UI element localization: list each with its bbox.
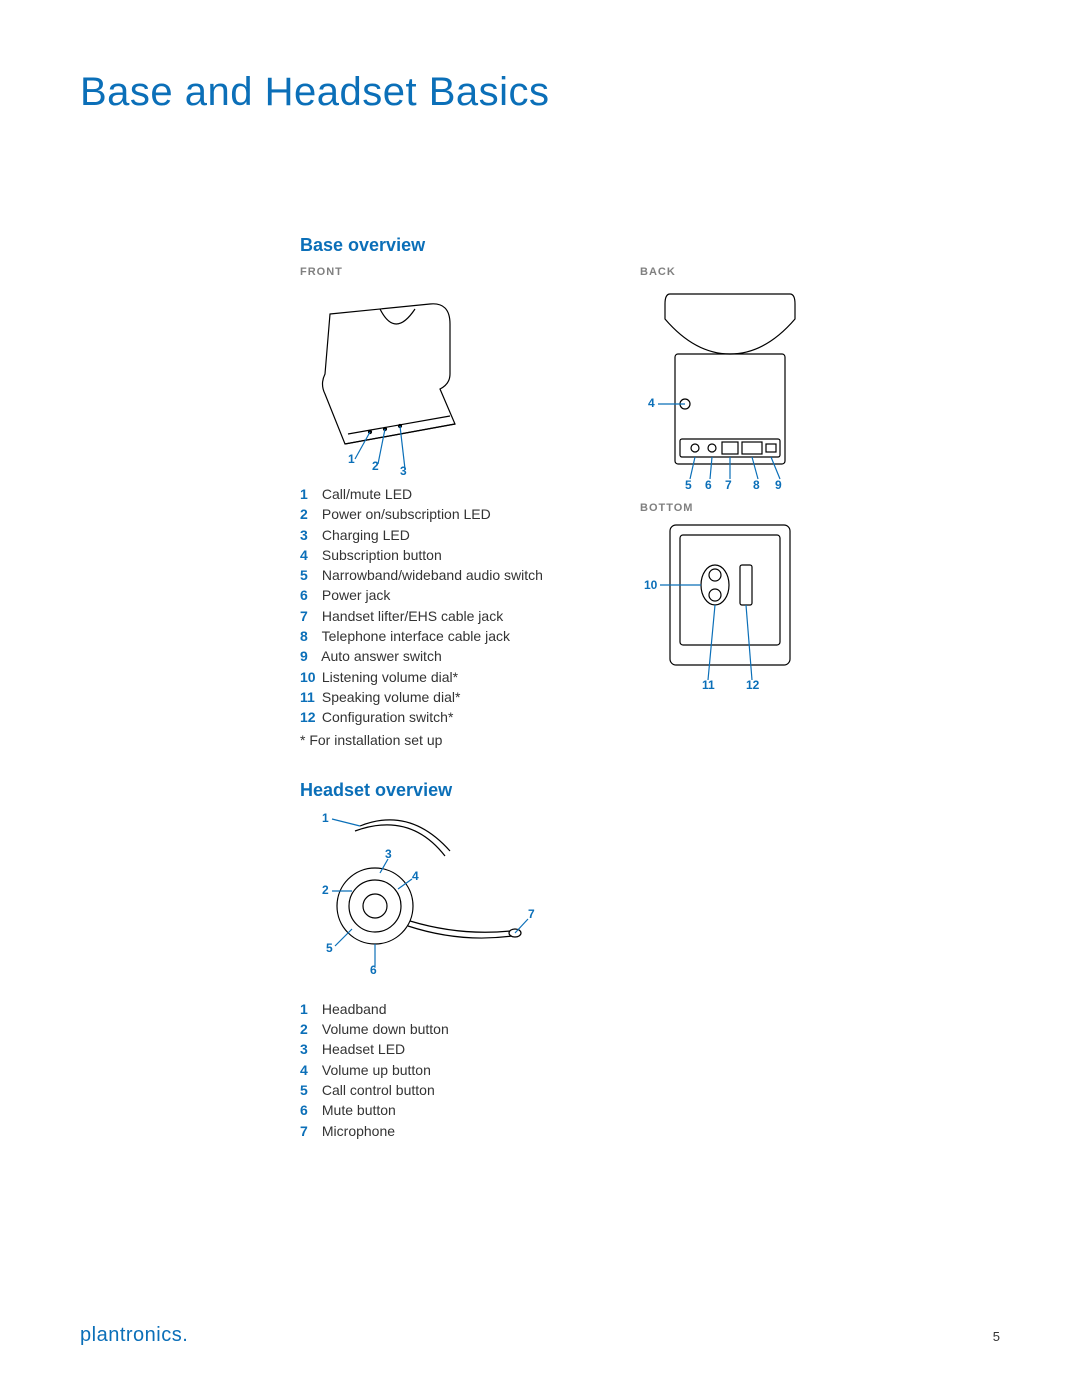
page-number: 5 [993,1329,1000,1344]
base-back-bottom-column: BACK [640,266,950,750]
legend-text: Volume up button [322,1062,431,1078]
legend-row: 12 Configuration switch* [300,707,610,727]
legend-row: 4 Subscription button [300,545,610,565]
front-callout-3: 3 [400,464,407,478]
legend-row: 5 Narrowband/wideband audio switch [300,565,610,585]
bottom-callout-10: 10 [644,578,657,592]
legend-text: Telephone interface cable jack [322,628,510,644]
legend-row: 7 Microphone [300,1121,950,1141]
headset-callout-4: 4 [412,869,419,883]
base-overview-heading: Base overview [300,235,950,256]
legend-row: 1 Call/mute LED [300,484,610,504]
back-callout-4: 4 [648,396,655,410]
headset-callout-7: 7 [528,907,535,921]
legend-row: 2 Power on/subscription LED [300,504,610,524]
front-callout-2: 2 [372,459,379,473]
legend-text: Narrowband/wideband audio switch [322,567,543,583]
front-callout-1: 1 [348,452,355,466]
legend-row: 8 Telephone interface cable jack [300,626,610,646]
back-callout-5: 5 [685,478,692,492]
bottom-diagram-label: BOTTOM [640,502,950,514]
legend-row: 2 Volume down button [300,1019,950,1039]
legend-text: Call control button [322,1082,435,1098]
base-front-svg [300,284,480,474]
bottom-callout-11: 11 [702,678,715,692]
headset-callout-2: 2 [322,883,329,897]
base-back-svg [640,284,820,494]
legend-text: Handset lifter/EHS cable jack [322,608,503,624]
legend-text: Subscription button [322,547,442,563]
headset-section: Headset overview [300,780,950,1141]
legend-text: Volume down button [322,1021,449,1037]
content-area: Base overview FRONT [300,235,950,1141]
base-front-column: FRONT [300,266,610,750]
base-legend: 1 Call/mute LED 2 Power on/subscription … [300,484,610,750]
legend-row: 9 Auto answer switch [300,646,610,666]
brand-logo-text: plantronics. [80,1324,188,1347]
headset-diagram: 1 2 3 4 5 6 7 [300,811,560,991]
back-callout-7: 7 [725,478,732,492]
legend-row: 7 Handset lifter/EHS cable jack [300,606,610,626]
base-front-diagram: 1 2 3 [300,284,480,474]
headset-callout-6: 6 [370,963,377,977]
legend-text: Auto answer switch [321,648,442,664]
legend-row: 5 Call control button [300,1080,950,1100]
legend-text: Mute button [322,1102,396,1118]
back-callout-6: 6 [705,478,712,492]
base-back-diagram: 4 5 6 7 8 9 [640,284,820,494]
page-footer: plantronics. 5 [80,1324,1000,1347]
headset-legend: 1 Headband 2 Volume down button 3 Headse… [300,999,950,1141]
legend-text: Microphone [322,1123,395,1139]
legend-row: 11 Speaking volume dial* [300,687,610,707]
back-diagram-label: BACK [640,266,950,278]
legend-row: 3 Charging LED [300,525,610,545]
legend-text: Call/mute LED [322,486,412,502]
manual-page: Base and Headset Basics Base overview FR… [0,0,1080,1397]
page-title: Base and Headset Basics [80,70,1000,115]
bottom-callout-12: 12 [746,678,759,692]
legend-text: Charging LED [322,527,410,543]
base-bottom-diagram: 10 11 12 [640,520,820,700]
base-diagram-row: FRONT [300,266,950,750]
legend-row: 6 Power jack [300,585,610,605]
legend-row: 3 Headset LED [300,1039,950,1059]
back-callout-8: 8 [753,478,760,492]
legend-text: Headband [322,1001,387,1017]
legend-text: Speaking volume dial* [322,689,461,705]
base-footnote: * For installation set up [300,730,610,750]
back-callout-9: 9 [775,478,782,492]
legend-text: Power on/subscription LED [322,506,491,522]
legend-row: 4 Volume up button [300,1060,950,1080]
legend-row: 10 Listening volume dial* [300,667,610,687]
legend-text: Listening volume dial* [322,669,458,685]
headset-callout-5: 5 [326,941,333,955]
headset-svg [300,811,560,991]
front-diagram-label: FRONT [300,266,610,278]
headset-callout-3: 3 [385,847,392,861]
headset-overview-heading: Headset overview [300,780,950,801]
legend-row: 6 Mute button [300,1100,950,1120]
headset-callout-1: 1 [322,811,329,825]
base-bottom-svg [640,520,820,700]
legend-row: 1 Headband [300,999,950,1019]
legend-text: Configuration switch* [322,709,454,725]
legend-text: Headset LED [322,1041,405,1057]
legend-text: Power jack [322,587,390,603]
